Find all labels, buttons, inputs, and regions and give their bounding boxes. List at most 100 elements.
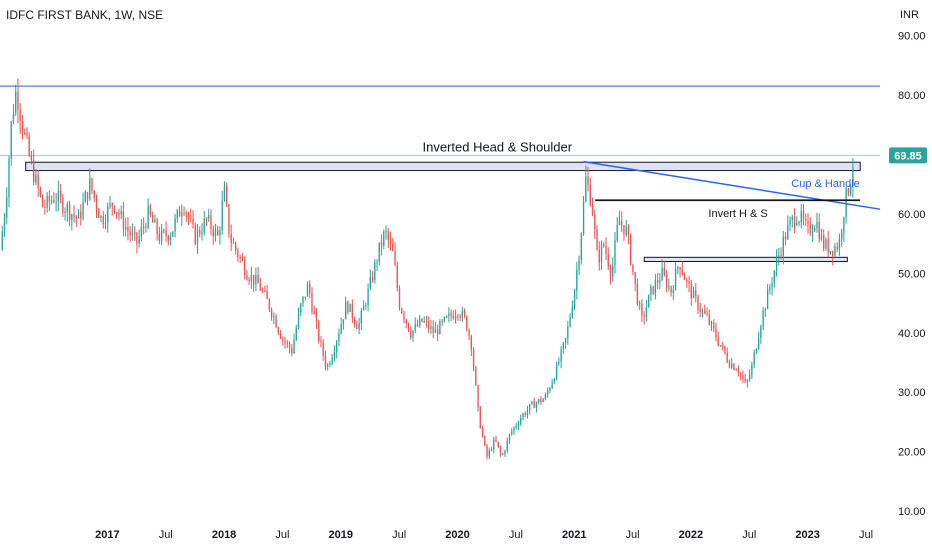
y-tick-label: 20.00	[898, 447, 926, 459]
candle-body	[477, 385, 479, 408]
y-tick-label: 60.00	[898, 209, 926, 221]
candle-body	[612, 264, 614, 277]
candle-body	[151, 215, 154, 223]
candle-body	[838, 239, 841, 250]
candle-body	[356, 324, 358, 329]
x-tick-label: 2017	[95, 529, 119, 541]
candle-body	[138, 236, 140, 244]
candle-body	[625, 226, 627, 236]
candle-body	[241, 257, 244, 261]
candle-body	[511, 431, 513, 435]
candle-body	[340, 323, 342, 334]
candle-body	[344, 301, 347, 320]
candle-body	[805, 219, 807, 221]
candle-body	[158, 233, 161, 242]
candle-body	[645, 307, 648, 317]
candle-body	[780, 254, 782, 256]
candle-body	[656, 280, 659, 283]
candle-body	[131, 232, 134, 236]
x-tick-label: 2023	[795, 529, 819, 541]
candle-body	[722, 345, 724, 347]
candle-body	[383, 231, 385, 246]
candle-body	[735, 369, 737, 371]
candle-body	[457, 315, 459, 317]
candle-body	[493, 439, 495, 450]
x-tick-label: Jul	[742, 529, 756, 541]
candle-body	[419, 318, 421, 327]
chart-title: IDFC FIRST BANK, 1W, NSE	[6, 8, 164, 22]
candle-body	[782, 236, 784, 256]
candle-body	[142, 226, 145, 228]
candle-body	[338, 333, 340, 342]
candle-body	[185, 213, 187, 215]
candle-body	[228, 204, 230, 235]
candle-body	[609, 266, 612, 277]
candle-body	[594, 214, 596, 230]
x-tick-label: 2019	[329, 529, 353, 541]
candle-body	[66, 204, 69, 212]
candle-body	[603, 244, 605, 246]
candle-body	[674, 268, 677, 291]
candle-body	[387, 230, 389, 240]
candle-body	[252, 274, 255, 285]
candle-body	[621, 221, 623, 226]
candle-body	[239, 257, 241, 259]
candle-body	[75, 216, 77, 219]
candle-body	[306, 283, 309, 297]
candle-body	[596, 229, 598, 251]
candle-body	[430, 326, 432, 329]
candle-body	[284, 340, 286, 343]
candle-body	[634, 272, 636, 284]
candle-body	[840, 232, 843, 240]
candle-body	[520, 418, 522, 424]
candle-body	[183, 212, 185, 214]
candle-body	[733, 363, 735, 370]
candle-body	[771, 283, 773, 288]
candle-body	[697, 296, 699, 310]
candle-body	[30, 155, 33, 161]
candle-body	[823, 234, 825, 249]
candle-body	[529, 404, 531, 411]
candle-body	[295, 327, 297, 340]
candle-body	[163, 230, 165, 232]
y-tick-label: 50.00	[898, 268, 926, 280]
candle-body	[526, 410, 529, 416]
candle-body	[488, 450, 490, 457]
candle-body	[820, 234, 823, 240]
candle-body	[15, 91, 17, 114]
candle-body	[849, 185, 852, 195]
candle-body	[358, 323, 360, 329]
candle-body	[165, 230, 167, 236]
candle-body	[661, 267, 663, 281]
candle-layer	[1, 78, 854, 460]
candle-body	[311, 293, 313, 312]
candle-body	[816, 221, 818, 229]
candle-body	[600, 244, 603, 263]
candle-body	[677, 267, 679, 269]
x-tick-label: 2020	[445, 529, 469, 541]
candle-body	[778, 254, 780, 259]
y-tick-label: 90.00	[898, 31, 926, 43]
candle-body	[549, 388, 551, 392]
candle-body	[172, 231, 174, 237]
candle-body	[309, 283, 311, 294]
candle-body	[773, 270, 776, 284]
candle-body	[701, 310, 704, 312]
y-tick-label: 80.00	[898, 90, 926, 102]
x-tick-label: Jul	[626, 529, 640, 541]
candle-body	[672, 290, 675, 294]
candle-body	[490, 449, 493, 451]
candle-body	[365, 304, 367, 306]
candle-body	[178, 210, 181, 217]
candle-body	[766, 289, 769, 310]
candle-body	[169, 236, 172, 241]
candle-body	[744, 379, 746, 382]
candle-body	[327, 364, 329, 367]
candle-body	[412, 330, 414, 338]
candle-body	[670, 286, 672, 294]
candle-body	[717, 337, 719, 346]
candle-body	[264, 290, 266, 292]
candle-body	[524, 413, 526, 416]
candle-body	[643, 315, 645, 317]
